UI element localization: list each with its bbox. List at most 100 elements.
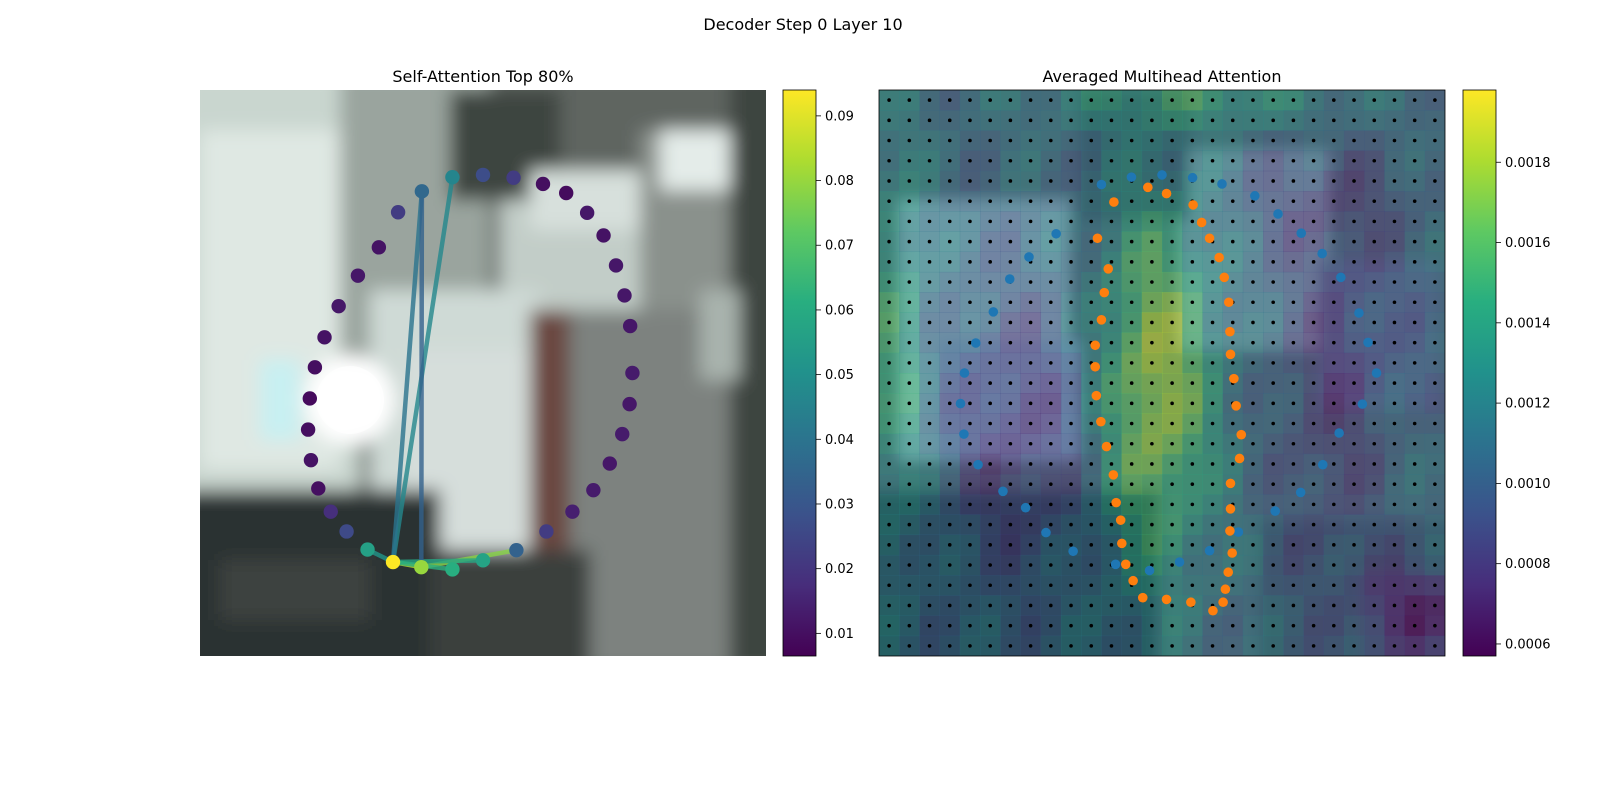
contour-point: [1174, 557, 1185, 567]
grid-point: [1049, 158, 1053, 163]
grid-point: [1291, 522, 1296, 527]
grid-point: [1332, 239, 1336, 244]
grid-point: [1150, 583, 1154, 588]
grid-point: [1069, 421, 1073, 426]
grid-point: [1271, 623, 1275, 628]
grid-point: [1311, 583, 1316, 588]
grid-point: [1170, 219, 1174, 224]
grid-point: [1069, 441, 1073, 446]
grid-point: [1271, 421, 1275, 426]
contour-point: [1371, 368, 1382, 378]
grid-point: [1230, 98, 1235, 102]
colorbar-tick-label: 0.04: [825, 433, 854, 448]
grid-point: [1129, 118, 1134, 123]
grid-point: [1271, 158, 1275, 163]
attention-point: [371, 240, 387, 255]
grid-point: [1170, 361, 1174, 365]
grid-point: [907, 502, 912, 507]
grid-point: [968, 381, 972, 385]
grid-point: [1190, 563, 1195, 567]
grid-point: [1089, 179, 1094, 183]
grid-point: [1271, 260, 1275, 264]
grid-point: [947, 300, 952, 305]
grid-point: [1150, 280, 1154, 284]
grid-point: [968, 280, 972, 284]
contour-point: [1225, 504, 1236, 514]
grid-point: [1372, 583, 1377, 588]
grid-point: [907, 98, 912, 102]
grid-point: [1352, 421, 1356, 426]
grid-point: [887, 623, 891, 628]
grid-point: [1210, 421, 1215, 426]
grid-point: [1129, 381, 1134, 385]
contour-series: [955, 170, 1382, 616]
grid-point: [1150, 543, 1154, 547]
grid-point: [907, 280, 912, 284]
grid-point: [1150, 401, 1154, 406]
grid-point: [1190, 421, 1195, 426]
grid-point: [1291, 441, 1296, 446]
attention-point: [625, 365, 640, 381]
grid-point: [927, 98, 932, 102]
grid-point: [1271, 219, 1275, 224]
grid-point: [947, 179, 952, 183]
grid-point: [1352, 502, 1356, 507]
grid-point: [1109, 98, 1114, 102]
attention-point: [350, 268, 366, 283]
attention-point: [414, 559, 429, 575]
grid-point: [1332, 401, 1336, 406]
grid-point: [1129, 644, 1134, 648]
grid-point: [907, 543, 912, 547]
grid-point: [1190, 401, 1195, 406]
grid-point: [1008, 623, 1013, 628]
grid-point: [1170, 199, 1174, 203]
grid-point: [1392, 280, 1397, 284]
grid-point: [887, 401, 891, 406]
grid-point: [1129, 320, 1134, 325]
grid-point: [1129, 219, 1134, 224]
grid-point: [1412, 543, 1417, 547]
grid-point: [1271, 441, 1275, 446]
contour-point: [1231, 401, 1241, 411]
grid-point: [907, 138, 912, 143]
grid-point: [927, 482, 932, 486]
grid-point: [1170, 421, 1174, 426]
grid-point: [1210, 644, 1215, 648]
grid-point: [1352, 340, 1356, 345]
grid-point: [887, 583, 891, 588]
grid-point: [1372, 320, 1377, 325]
grid-point: [887, 199, 891, 203]
grid-point: [1028, 401, 1033, 406]
grid-point: [907, 158, 912, 163]
grid-point: [1251, 543, 1255, 547]
grid-point: [1372, 421, 1377, 426]
attention-point: [307, 360, 323, 375]
grid-point: [1049, 522, 1053, 527]
grid-point: [1433, 199, 1437, 203]
grid-point: [1109, 320, 1114, 325]
grid-point: [1332, 563, 1336, 567]
grid-point: [1392, 421, 1397, 426]
grid-point: [1412, 179, 1417, 183]
colorbar-tick-label: 0.02: [825, 562, 854, 577]
grid-point: [1170, 482, 1174, 486]
grid-point: [1311, 502, 1316, 507]
grid-point: [1412, 138, 1417, 143]
grid-point: [1433, 502, 1437, 507]
grid-point: [1129, 98, 1134, 102]
grid-point: [988, 583, 992, 588]
grid-point: [1332, 300, 1336, 305]
grid-point: [1028, 300, 1033, 305]
grid-point: [1049, 179, 1053, 183]
grid-point: [1049, 583, 1053, 588]
grid-point: [1069, 300, 1073, 305]
contour-point: [1020, 502, 1031, 513]
grid-point: [1170, 118, 1174, 123]
grid-point: [1412, 98, 1417, 102]
grid-point: [1332, 361, 1336, 365]
grid-point: [1210, 543, 1215, 547]
grid-point: [1392, 361, 1397, 365]
grid-point: [1210, 320, 1215, 325]
grid-point: [1332, 441, 1336, 446]
grid-point: [968, 340, 972, 345]
